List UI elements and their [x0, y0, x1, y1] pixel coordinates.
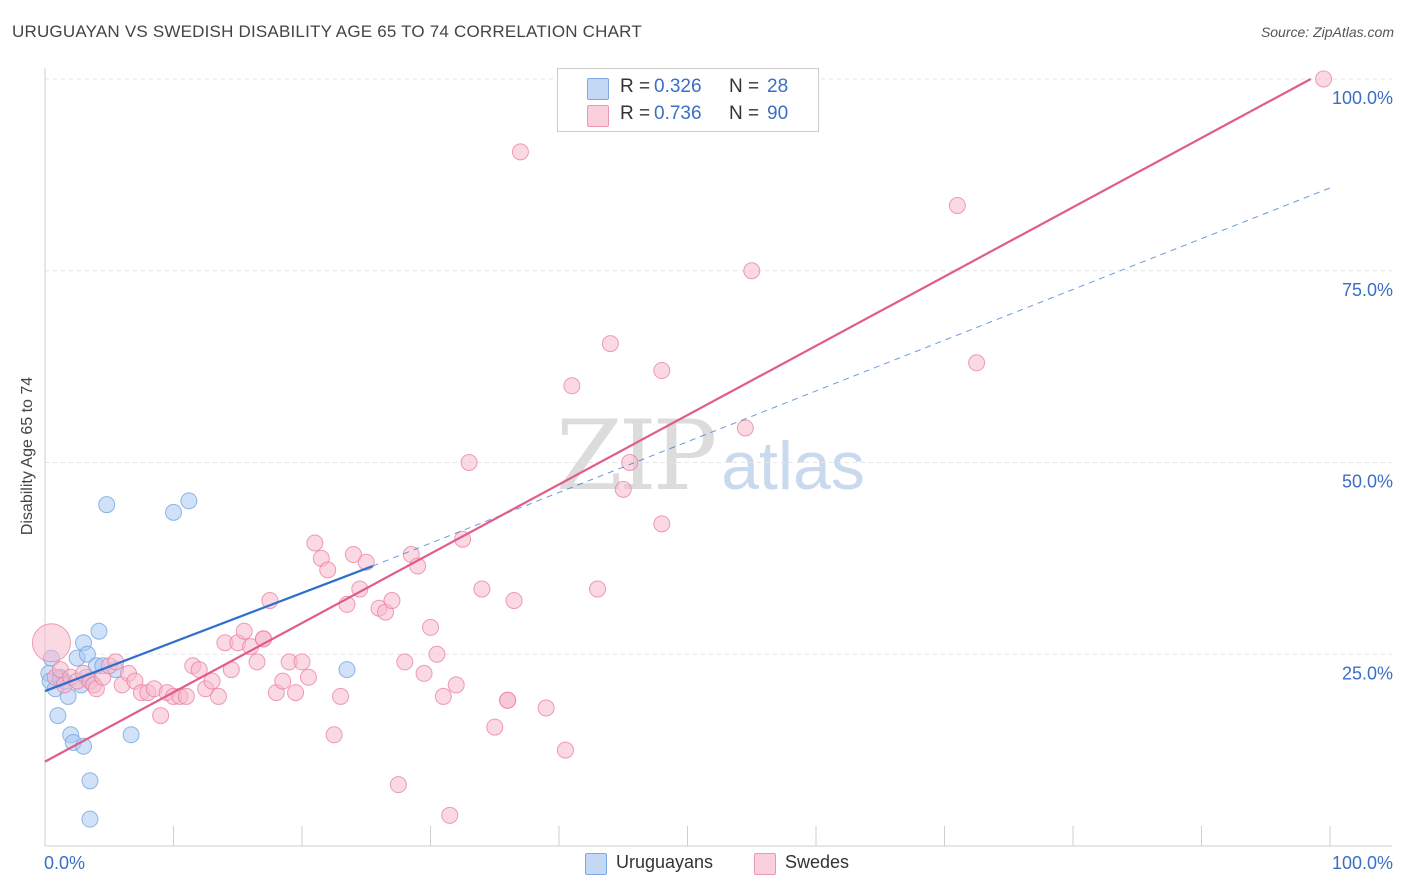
y-axis-title: Disability Age 65 to 74	[19, 376, 36, 536]
swedes-point	[968, 354, 986, 372]
swedes-point	[415, 664, 433, 682]
swedes-point	[203, 672, 221, 690]
swedes-point	[499, 691, 517, 709]
watermark-atlas: atlas	[721, 428, 865, 504]
r-label: R =	[620, 76, 651, 97]
swedes-point	[447, 676, 465, 694]
swedes-point	[743, 262, 761, 280]
n-label: N =	[729, 103, 760, 124]
swedes-point	[1315, 70, 1333, 88]
r-label: R =	[620, 103, 651, 124]
swedes-point	[621, 454, 639, 471]
stats-row-uruguayans: R = 0.326 N = 28	[558, 75, 818, 101]
uruguayans-point	[165, 503, 182, 521]
uruguayans-trend-extension	[372, 187, 1331, 567]
swedes-point	[396, 653, 414, 671]
watermark: ZIP atlas	[556, 400, 865, 512]
swedes-point	[441, 806, 459, 824]
swedes-point	[235, 622, 253, 640]
uruguayans-point	[90, 622, 108, 640]
y-tick-label: 100.0%	[1332, 88, 1393, 108]
swedes-point	[556, 741, 574, 759]
swedes-point	[473, 580, 491, 598]
swedes-point	[589, 580, 607, 598]
watermark-zip: ZIP	[556, 400, 717, 512]
uruguayans-trend-line	[44, 565, 374, 693]
x-tick-label: 0.0%	[44, 853, 85, 873]
swedes-point	[511, 143, 529, 161]
swedes-point	[319, 561, 337, 579]
swedes-point	[389, 776, 407, 794]
swedes-point	[325, 726, 343, 744]
source-label: Source: ZipAtlas.com	[1260, 24, 1394, 40]
swedes-point	[428, 645, 446, 663]
x-tick-label: 100.0%	[1332, 853, 1393, 873]
legend-swatch-swedes	[754, 853, 776, 875]
uruguayans-swatch	[587, 78, 609, 100]
swedes-point	[537, 699, 555, 717]
chart-title: URUGUAYAN VS SWEDISH DISABILITY AGE 65 T…	[12, 22, 642, 41]
uruguayans-point	[98, 496, 116, 514]
uruguayans-point	[49, 707, 67, 725]
r-value: 0.326	[654, 76, 702, 97]
swedes-point	[177, 687, 195, 705]
legend-label-uruguayans: Uruguayans	[616, 852, 714, 872]
swedes-point	[287, 684, 305, 702]
n-value: 28	[767, 76, 789, 97]
n-value: 90	[767, 103, 789, 124]
swedes-point	[209, 687, 227, 705]
swedes-point	[736, 419, 754, 437]
legend-swatch-uruguayans	[585, 853, 607, 875]
swedes-point	[653, 361, 671, 379]
swedes-point	[653, 515, 671, 533]
uruguayans-point	[180, 492, 198, 510]
swedes-point	[299, 668, 317, 686]
swedes-point	[434, 687, 452, 705]
uruguayans-point	[122, 726, 140, 744]
swedes-swatch	[587, 105, 609, 127]
y-tick-label: 75.0%	[1342, 280, 1393, 300]
swedes-point	[614, 480, 632, 498]
swedes-point	[486, 718, 504, 736]
swedes-point	[422, 618, 439, 636]
swedes-point	[332, 687, 350, 705]
stats-box: R = 0.326 N = 28 R = 0.736 N = 90	[557, 68, 819, 132]
swedes-point	[601, 335, 619, 353]
swedes-trend-line	[44, 78, 1312, 763]
swedes-point	[563, 377, 581, 395]
swedes-point	[948, 197, 966, 215]
r-value: 0.736	[654, 103, 702, 124]
swedes-point	[248, 653, 266, 671]
y-tick-label: 50.0%	[1342, 472, 1393, 492]
stats-row-swedes: R = 0.736 N = 90	[558, 102, 818, 128]
y-tick-label: 25.0%	[1342, 663, 1393, 683]
n-label: N =	[729, 76, 760, 97]
swedes-point	[383, 592, 401, 610]
uruguayans-point	[338, 661, 356, 679]
legend-label-swedes: Swedes	[785, 852, 850, 872]
swedes-point	[344, 546, 362, 564]
swedes-point	[293, 653, 311, 671]
uruguayans-point	[81, 810, 99, 828]
swedes-point	[460, 454, 478, 471]
swedes-point	[152, 707, 170, 725]
swedes-point	[274, 672, 292, 690]
swedes-point	[306, 534, 324, 552]
uruguayans-point	[78, 645, 96, 663]
uruguayans-point	[81, 772, 99, 790]
swedes-point	[505, 592, 523, 610]
swedes-point	[31, 623, 71, 663]
